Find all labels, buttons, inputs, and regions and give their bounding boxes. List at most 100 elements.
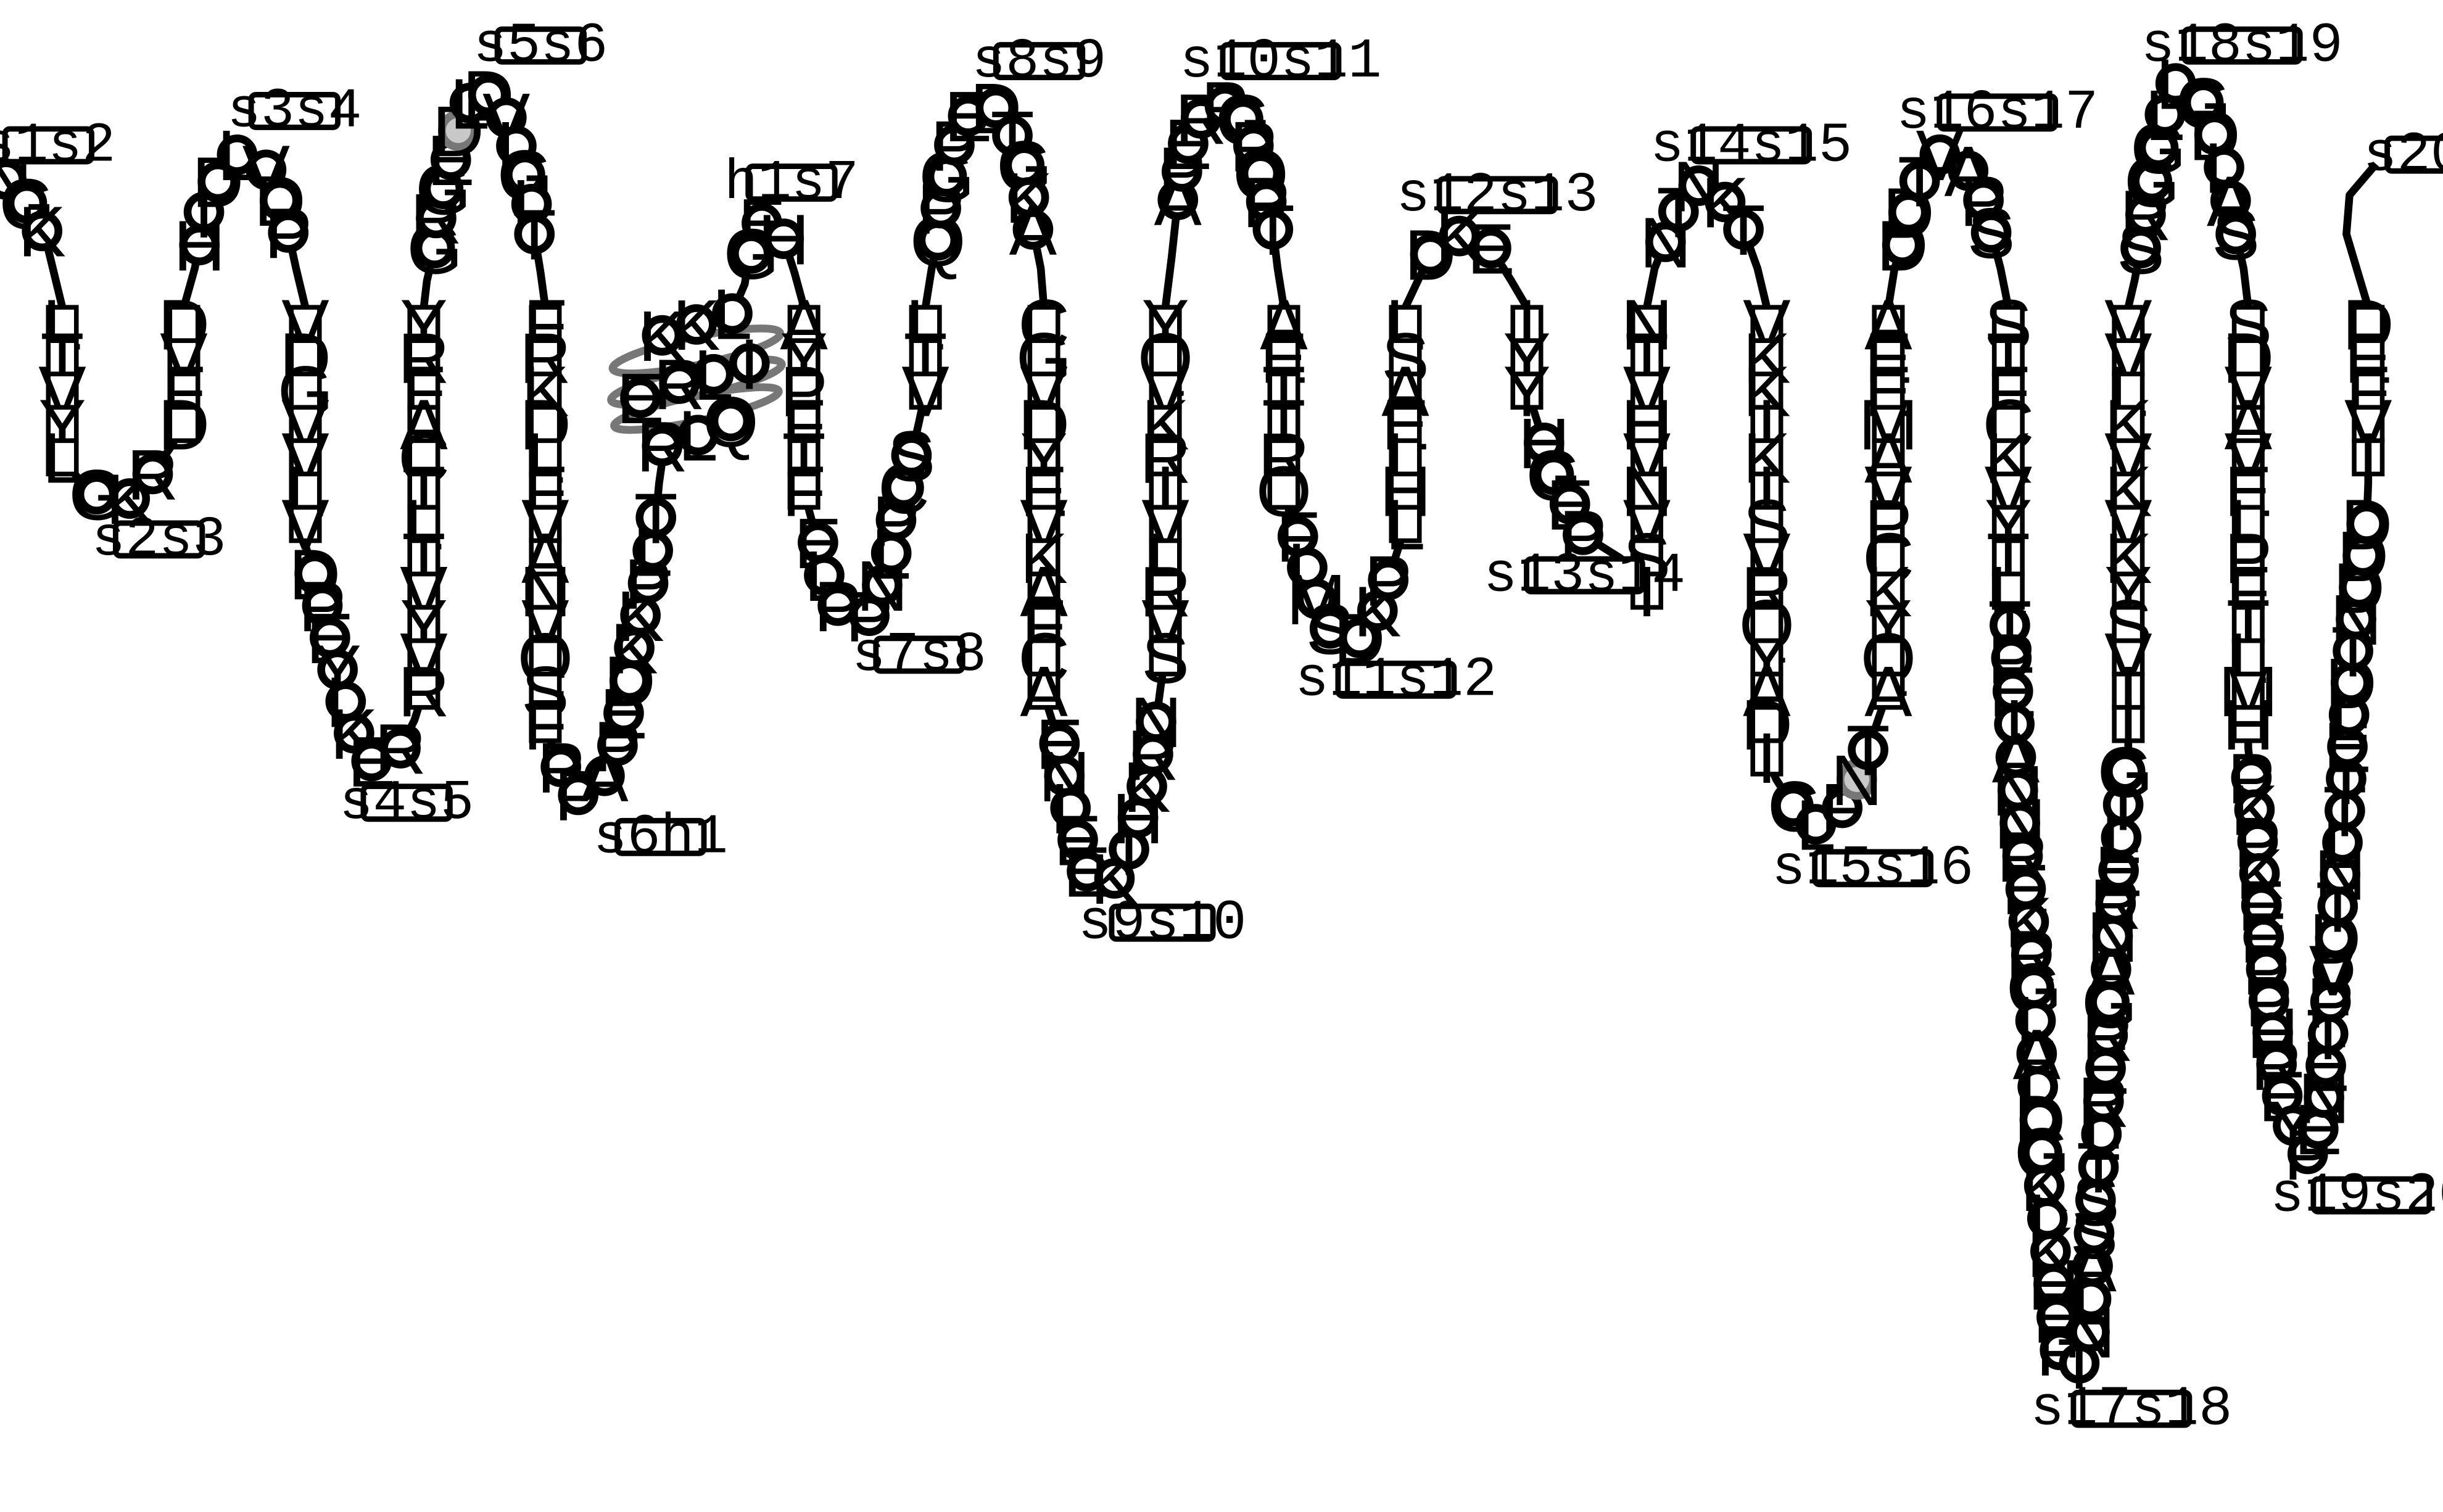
residue-circle bbox=[693, 353, 734, 395]
residue-letter: K bbox=[639, 296, 686, 376]
loop-label: s9s10 bbox=[1078, 891, 1247, 955]
loop-label-box bbox=[1436, 176, 1558, 215]
loop-residue: R bbox=[127, 435, 179, 515]
residue-circle bbox=[1136, 701, 1176, 742]
residue-box bbox=[1027, 305, 1060, 343]
backbone-line bbox=[2342, 161, 2379, 308]
residue-box bbox=[1750, 338, 1784, 377]
helix-residue: Q bbox=[703, 382, 758, 462]
residue-box bbox=[529, 638, 562, 677]
loop-label-box bbox=[614, 817, 707, 856]
residue-box bbox=[787, 471, 821, 510]
loop-label: s15s16 bbox=[1772, 837, 1974, 901]
loop-residue: T bbox=[513, 195, 556, 275]
residue-box bbox=[167, 305, 200, 343]
residue-box bbox=[2231, 505, 2265, 543]
residue-box bbox=[1510, 371, 1544, 410]
residue-box bbox=[407, 338, 440, 377]
residue-box bbox=[1750, 305, 1784, 343]
loop-residue: T bbox=[634, 478, 678, 558]
residue-letter: L bbox=[43, 418, 83, 498]
loop-label-box bbox=[494, 26, 587, 65]
loop-residue: A bbox=[1009, 190, 1057, 270]
residue-box bbox=[289, 305, 322, 343]
residue-letter: V bbox=[281, 485, 329, 565]
residue-circle bbox=[1533, 454, 1574, 495]
residue-letter: P bbox=[264, 193, 312, 273]
residue-box bbox=[1750, 471, 1784, 510]
residue-box bbox=[407, 371, 440, 410]
residue-letter: K bbox=[18, 192, 65, 272]
residue-box bbox=[2112, 704, 2145, 743]
residue-letter: T bbox=[513, 195, 556, 275]
residue-box bbox=[1027, 671, 1060, 710]
residue-letter: T bbox=[1846, 711, 1890, 791]
loop-residue: E bbox=[1546, 465, 1594, 545]
loop-label-box bbox=[745, 163, 838, 202]
residue-box bbox=[529, 571, 562, 610]
loop-residue: G bbox=[68, 455, 124, 535]
residue-circle bbox=[334, 713, 374, 754]
residue-letter: A bbox=[1864, 651, 1912, 732]
residue-circle bbox=[676, 304, 717, 345]
helix-residue: L bbox=[677, 396, 719, 476]
residue-letter: Q bbox=[703, 382, 758, 462]
loop-residue: G bbox=[724, 214, 779, 294]
loop-label: s20c bbox=[2363, 123, 2443, 187]
residue-circle bbox=[514, 213, 555, 255]
residue-letter: T bbox=[1251, 190, 1295, 270]
residue-box bbox=[1149, 371, 1182, 410]
residue-box bbox=[1991, 571, 2025, 610]
residue-box bbox=[2231, 704, 2265, 743]
loop-label-box bbox=[993, 42, 1086, 81]
loop-label: s7s8 bbox=[852, 624, 986, 687]
loop-label: s8s9 bbox=[972, 30, 1106, 94]
loop-label-box bbox=[1937, 93, 2059, 132]
residue-circle bbox=[1339, 618, 1380, 658]
loop-residue: K bbox=[1701, 163, 1749, 243]
residue-circle bbox=[712, 293, 753, 334]
residue-letter: T bbox=[634, 478, 678, 558]
loop-residue: T bbox=[1251, 190, 1295, 270]
loop-label-box bbox=[2384, 135, 2443, 174]
residue-circle bbox=[1563, 514, 1603, 555]
residue-letter: N bbox=[1130, 682, 1182, 762]
residue-circle bbox=[620, 377, 661, 418]
residue-circle bbox=[1410, 234, 1451, 275]
loop-label-text: s8s9 bbox=[972, 30, 1106, 94]
residue-letter: A bbox=[1020, 651, 1068, 732]
residue-box bbox=[909, 371, 942, 410]
residue-letter: S bbox=[888, 416, 935, 496]
residue-box bbox=[46, 338, 79, 377]
loop-residue: S bbox=[1967, 193, 2015, 273]
residue-box bbox=[1027, 471, 1060, 510]
strand-7: LTV bbox=[901, 284, 949, 431]
residue-letter: R bbox=[127, 435, 179, 515]
residue-box bbox=[1267, 471, 1300, 510]
residue-box bbox=[167, 405, 200, 444]
residue-circle bbox=[1848, 729, 1888, 770]
residue-box bbox=[1149, 438, 1182, 477]
loop-label-text: s15s16 bbox=[1772, 837, 1974, 901]
residue-box bbox=[2231, 671, 2265, 710]
helix-residue: R bbox=[636, 407, 688, 487]
loop-label: h1s7 bbox=[724, 152, 859, 215]
loop-label-text: s11s12 bbox=[1295, 649, 1497, 713]
loop-residue: H bbox=[758, 199, 809, 279]
loop-label-text: s13s14 bbox=[1484, 544, 1685, 608]
residue-circle bbox=[642, 426, 683, 466]
residue-box bbox=[407, 638, 440, 677]
residue-circle bbox=[710, 400, 751, 442]
residue-letter: L bbox=[678, 396, 718, 476]
residue-box bbox=[2112, 471, 2145, 510]
